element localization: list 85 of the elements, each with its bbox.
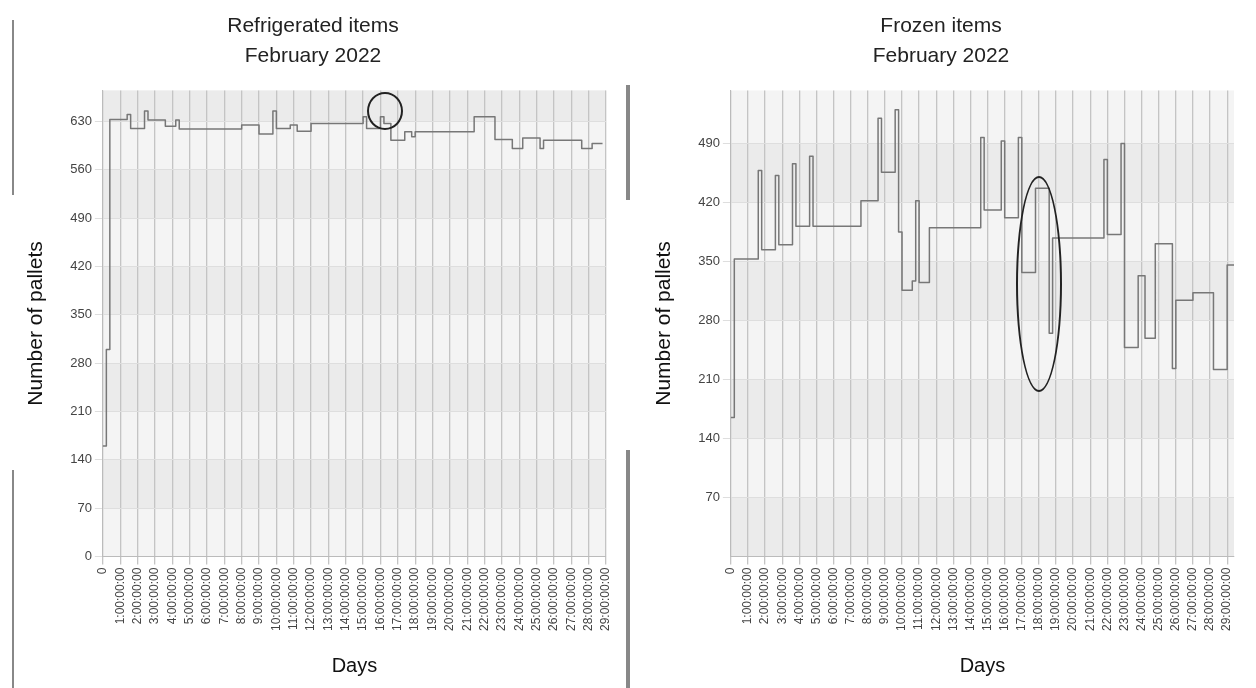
x-tick-label: 6:00:00:00 xyxy=(825,567,840,625)
y-tick-label: 350 xyxy=(70,306,92,322)
x-tick-label: 29:00:00:00 xyxy=(598,567,613,632)
y-tick-label: 140 xyxy=(698,430,720,446)
x-tick-label: 7:00:00:00 xyxy=(842,567,857,625)
x-tick-label: 17:00:00:00 xyxy=(390,567,405,632)
x-tick-label: 4:00:00:00 xyxy=(791,567,806,625)
x-tick-label: 13:00:00:00 xyxy=(945,567,960,632)
x-tick-label: 13:00:00:00 xyxy=(320,567,335,632)
x-tick-label: 10:00:00:00 xyxy=(268,567,283,632)
chart-title: Frozen items xyxy=(880,13,1002,37)
x-tick-label: 24:00:00:00 xyxy=(511,567,526,632)
x-tick-label: 9:00:00:00 xyxy=(877,567,892,625)
x-tick-label: 22:00:00:00 xyxy=(476,567,491,632)
x-tick-label: 27:00:00:00 xyxy=(563,567,578,632)
x-tick-label: 3:00:00:00 xyxy=(774,567,789,625)
y-tick-label: 140 xyxy=(70,451,92,467)
y-axis-title: Number of pallets xyxy=(651,241,675,406)
x-tick-label: 29:00:00:00 xyxy=(1219,567,1234,632)
x-tick-label: 18:00:00:00 xyxy=(1031,567,1046,632)
x-tick-label: 5:00:00:00 xyxy=(808,567,823,625)
x-tick-label: 12:00:00:00 xyxy=(928,567,943,632)
x-tick-label: 28:00:00:00 xyxy=(580,567,595,632)
y-tick-label: 490 xyxy=(70,209,92,225)
x-axis-title: Days xyxy=(959,653,1006,676)
y-tick-label: 490 xyxy=(698,135,720,151)
x-tick-label: 19:00:00:00 xyxy=(424,567,439,632)
y-tick-label: 280 xyxy=(70,354,92,370)
y-tick-label: 630 xyxy=(70,113,92,129)
x-tick-label: 16:00:00:00 xyxy=(372,567,387,632)
x-tick-label: 2:00:00:00 xyxy=(757,567,772,625)
x-tick-label: 17:00:00:00 xyxy=(1014,567,1029,632)
chart-title: Refrigerated items xyxy=(227,13,399,37)
x-tick-label: 4:00:00:00 xyxy=(164,567,179,625)
y-tick-label: 350 xyxy=(698,253,720,269)
y-tick-label: 420 xyxy=(698,194,720,210)
x-tick-label: 11:00:00:00 xyxy=(911,567,926,631)
x-tick-label: 21:00:00:00 xyxy=(1082,567,1097,632)
x-tick-label: 8:00:00:00 xyxy=(233,567,248,625)
x-tick-label: 5:00:00:00 xyxy=(181,567,196,625)
x-tick-label: 22:00:00:00 xyxy=(1099,567,1114,632)
x-tick-label: 16:00:00:00 xyxy=(997,567,1011,632)
x-axis-title: Days xyxy=(331,653,378,676)
x-tick-label: 20:00:00:00 xyxy=(442,567,457,632)
y-tick-label: 70 xyxy=(77,499,92,515)
x-tick-label: 12:00:00:00 xyxy=(303,567,318,632)
x-tick-label: 26:00:00:00 xyxy=(1168,567,1183,632)
x-tick-label: 0 xyxy=(95,567,110,575)
x-tick-label: 24:00:00:00 xyxy=(1133,567,1148,632)
x-tick-label: 7:00:00:00 xyxy=(216,567,231,625)
x-tick-label: 27:00:00:00 xyxy=(1185,567,1200,632)
x-tick-label: 15:00:00:00 xyxy=(979,567,994,632)
x-tick-label: 25:00:00:00 xyxy=(1151,567,1166,632)
x-tick-label: 10:00:00:00 xyxy=(894,567,909,632)
y-tick-label: 70 xyxy=(705,489,720,505)
x-tick-label: 2:00:00:00 xyxy=(129,567,144,625)
x-tick-label: 26:00:00:00 xyxy=(546,567,561,632)
x-tick-label: 21:00:00:00 xyxy=(459,567,474,632)
x-tick-label: 28:00:00:00 xyxy=(1202,567,1217,632)
x-tick-label: 1:00:00:00 xyxy=(740,567,755,625)
x-tick-label: 23:00:00:00 xyxy=(1116,567,1131,632)
chart-subtitle: February 2022 xyxy=(244,42,382,66)
x-tick-label: 0 xyxy=(723,567,738,575)
x-tick-label: 14:00:00:00 xyxy=(338,567,353,632)
x-tick-label: 23:00:00:00 xyxy=(494,567,509,632)
y-tick-label: 210 xyxy=(698,371,720,387)
y-tick-label: 210 xyxy=(70,403,92,419)
x-tick-label: 3:00:00:00 xyxy=(147,567,162,625)
x-tick-label: 1:00:00:00 xyxy=(112,567,127,625)
x-tick-label: 20:00:00:00 xyxy=(1065,567,1080,632)
y-tick-label: 420 xyxy=(70,258,92,274)
x-tick-label: 8:00:00:00 xyxy=(860,567,875,625)
y-tick-label: 560 xyxy=(70,161,92,177)
x-tick-label: 11:00:00:00 xyxy=(286,567,301,631)
x-tick-label: 18:00:00:00 xyxy=(407,567,422,632)
chart-subtitle: February 2022 xyxy=(872,42,1010,66)
x-tick-label: 9:00:00:00 xyxy=(251,567,266,625)
y-axis-title: Number of pallets xyxy=(23,241,47,406)
x-tick-label: 19:00:00:00 xyxy=(1048,567,1063,632)
y-tick-label: 280 xyxy=(698,312,720,328)
x-tick-label: 14:00:00:00 xyxy=(962,567,977,632)
y-tick-label: 0 xyxy=(84,548,92,564)
x-tick-label: 25:00:00:00 xyxy=(528,567,543,632)
x-tick-label: 6:00:00:00 xyxy=(199,567,214,625)
x-tick-label: 15:00:00:00 xyxy=(355,567,370,632)
